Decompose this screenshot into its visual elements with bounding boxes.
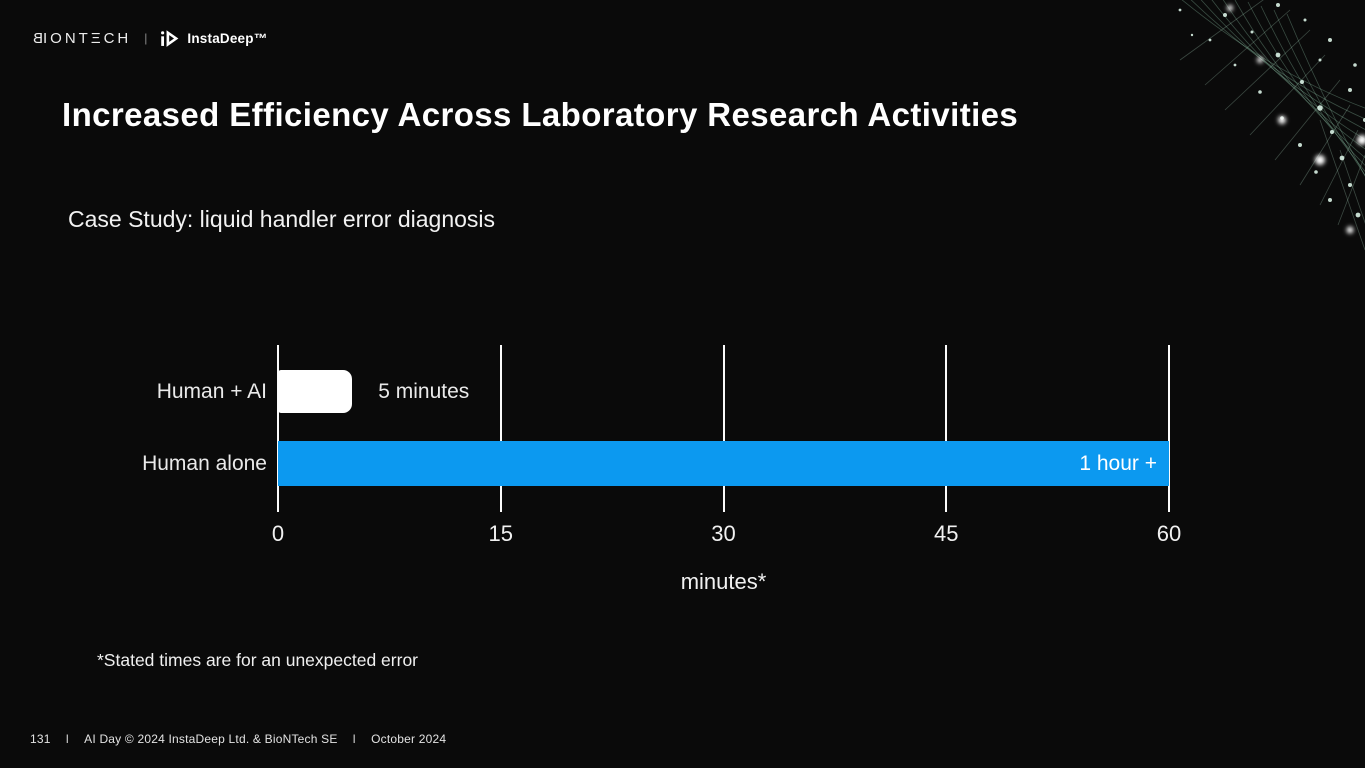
logo-bar: BIONTΞCH | InstaDeep™ [30, 28, 267, 49]
footnote: *Stated times are for an unexpected erro… [97, 650, 419, 670]
x-tick-label: 60 [1156, 521, 1182, 546]
instadeep-icon [161, 30, 179, 47]
value-label: 5 minutes [378, 379, 470, 403]
footer-separator: I [65, 732, 70, 746]
logo-divider: | [144, 30, 148, 45]
biontech-logo: BIONTΞCH [30, 30, 132, 47]
gridline [722, 345, 725, 512]
case-study-subtitle: Case Study: liquid handler error diagnos… [68, 206, 496, 232]
plot-area: 5 minutes 1 hour + [277, 345, 1170, 512]
gridline [499, 345, 502, 512]
category-label: Human alone [142, 451, 267, 475]
category-labels: Human + AI Human alone [0, 345, 267, 512]
x-tick-label: 15 [488, 521, 513, 546]
x-tick-label: 30 [711, 521, 736, 546]
x-ticks: 0 15 30 45 60 [272, 521, 1181, 549]
value-label: 1 hour + [1079, 451, 1157, 475]
x-axis-title: minutes* [680, 569, 767, 594]
instadeep-logo-text: InstaDeep™ [187, 31, 268, 46]
instadeep-logo: InstaDeep™ [160, 28, 267, 49]
x-tick-label: 0 [271, 521, 285, 546]
footer-date: October 2024 [371, 732, 447, 746]
gridline [277, 345, 279, 512]
footer-copyright: AI Day © 2024 InstaDeep Ltd. & BioNTech … [84, 732, 338, 746]
bar-human-alone: 1 hour + [278, 441, 1169, 486]
footer-separator: I [352, 732, 357, 746]
bar-human-ai [278, 370, 353, 413]
category-label: Human + AI [156, 379, 267, 403]
gridline [1168, 345, 1170, 512]
x-tick-label: 45 [934, 521, 959, 546]
network-mesh-decoration [1178, 0, 1365, 251]
footer: 131 I AI Day © 2024 InstaDeep Ltd. & Bio… [30, 732, 446, 746]
bar-chart: Human + AI Human alone 5 minutes 1 hour + … [0, 345, 1365, 605]
page-number: 131 [30, 732, 51, 746]
page-title: Increased Efficiency Across Laboratory R… [62, 96, 1019, 133]
gridline [945, 345, 948, 512]
